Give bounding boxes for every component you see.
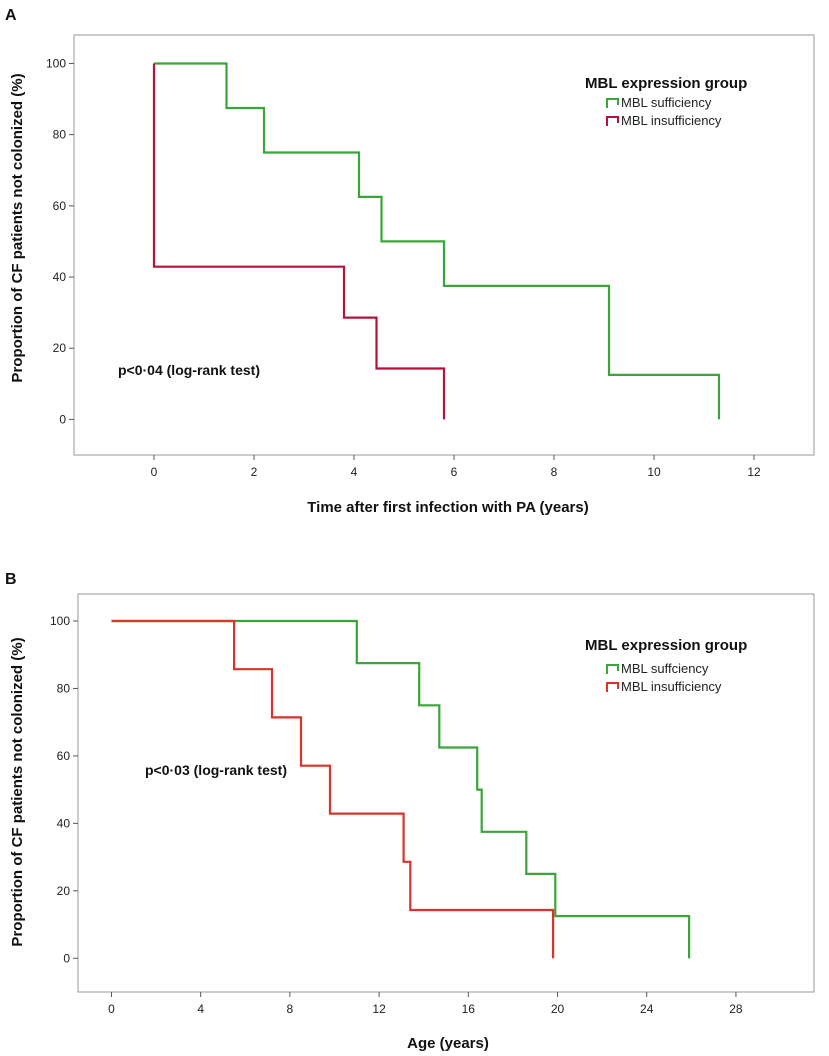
panel-b-series-insufficiency-line (111, 619, 555, 959)
panel-b-x-tick-label: 0 (108, 1002, 115, 1016)
panel-b-legend-swatch-0 (606, 664, 619, 674)
panel-a: A 0 20 40 60 80 100 0 2 4 6 8 10 12 Time after firs… (5, 7, 815, 516)
panel-a-x-tick-label: 6 (451, 465, 458, 479)
panel-a-y-axis-title: Proportion of CF patients not colonized … (9, 73, 26, 382)
panel-b-legend-title: MBL expression group (585, 637, 747, 654)
panel-a-x-tick-label: 10 (647, 465, 661, 479)
panel-b-x-tick-label: 20 (551, 1002, 565, 1016)
panel-b-pvalue-annotation: p<0·03 (log-rank test) (145, 762, 287, 778)
panel-a-y-ticks: 0 20 40 60 80 100 (46, 56, 74, 426)
panel-a-y-tick-label: 80 (53, 128, 67, 142)
panel-a-legend-item-1: MBL insufficiency (621, 113, 722, 128)
panel-a-x-tick-label: 12 (747, 465, 761, 479)
panel-b-y-tick-label: 20 (57, 884, 71, 898)
panel-b-y-axis-title: Proportion of CF patients not colonized … (9, 637, 26, 946)
panel-a-pvalue-annotation: p<0·04 (log-rank test) (118, 362, 260, 378)
panel-a-legend-title: MBL expression group (585, 75, 747, 92)
panel-b-legend-swatch-1 (606, 682, 619, 692)
panel-b-series-sufficiency-line (111, 619, 691, 959)
panel-b-x-tick-label: 8 (287, 1002, 294, 1016)
panel-a-y-tick-label: 40 (53, 270, 67, 284)
panel-a-x-tick-label: 0 (151, 465, 158, 479)
panel-a-x-tick-label: 2 (251, 465, 258, 479)
panel-b-y-tick-label: 100 (50, 614, 70, 628)
panel-b-x-tick-label: 16 (462, 1002, 476, 1016)
panel-b-y-tick-label: 60 (57, 749, 71, 763)
panel-a-legend: MBL sufficiency MBL insufficiency (606, 95, 722, 128)
panel-a-series-sufficiency-line (154, 62, 721, 420)
panel-b-y-tick-label: 40 (57, 816, 71, 830)
panel-b-legend-item-0: MBL suffciency (621, 661, 709, 676)
panel-b-plot-frame (77, 593, 815, 993)
panel-b: B 0 20 40 60 80 100 0 4 8 12 16 20 24 28 Age (years)… (5, 571, 815, 1052)
panel-a-y-tick-label: 20 (53, 341, 67, 355)
panel-a-label: A (5, 7, 17, 24)
panel-b-x-tick-label: 24 (640, 1002, 654, 1016)
panel-a-y-tick-label: 0 (59, 412, 66, 426)
panel-b-legend-item-1: MBL insufficiency (621, 679, 722, 694)
panel-a-x-tick-label: 4 (351, 465, 358, 479)
panel-b-x-tick-label: 12 (372, 1002, 386, 1016)
panel-b-y-tick-label: 0 (63, 951, 70, 965)
panel-b-x-tick-label: 4 (197, 1002, 204, 1016)
panel-a-legend-swatch-1 (606, 116, 619, 126)
panel-b-y-ticks: 0 20 40 60 80 100 (50, 614, 78, 965)
panel-a-series-insufficiency-line (152, 63, 446, 420)
panel-b-x-ticks: 0 4 8 12 16 20 24 28 (108, 992, 743, 1016)
panel-b-x-tick-label: 28 (729, 1002, 743, 1016)
panel-a-x-ticks: 0 2 4 6 8 10 12 (151, 455, 761, 479)
panel-a-legend-item-0: MBL sufficiency (621, 95, 712, 110)
panel-b-label: B (5, 571, 17, 588)
panel-b-x-axis-title: Age (years) (407, 1035, 489, 1052)
panel-b-series (111, 619, 691, 959)
panel-a-y-tick-label: 100 (46, 56, 66, 70)
panel-a-plot-frame (73, 34, 815, 456)
panel-b-legend: MBL suffciency MBL insufficiency (606, 661, 722, 694)
panel-a-series (152, 62, 721, 420)
panel-a-x-tick-label: 8 (551, 465, 558, 479)
panel-a-legend-swatch-0 (606, 98, 619, 108)
panel-a-y-tick-label: 60 (53, 199, 67, 213)
panel-b-y-tick-label: 80 (57, 681, 71, 695)
panel-a-x-axis-title: Time after first infection with PA (year… (307, 499, 588, 516)
